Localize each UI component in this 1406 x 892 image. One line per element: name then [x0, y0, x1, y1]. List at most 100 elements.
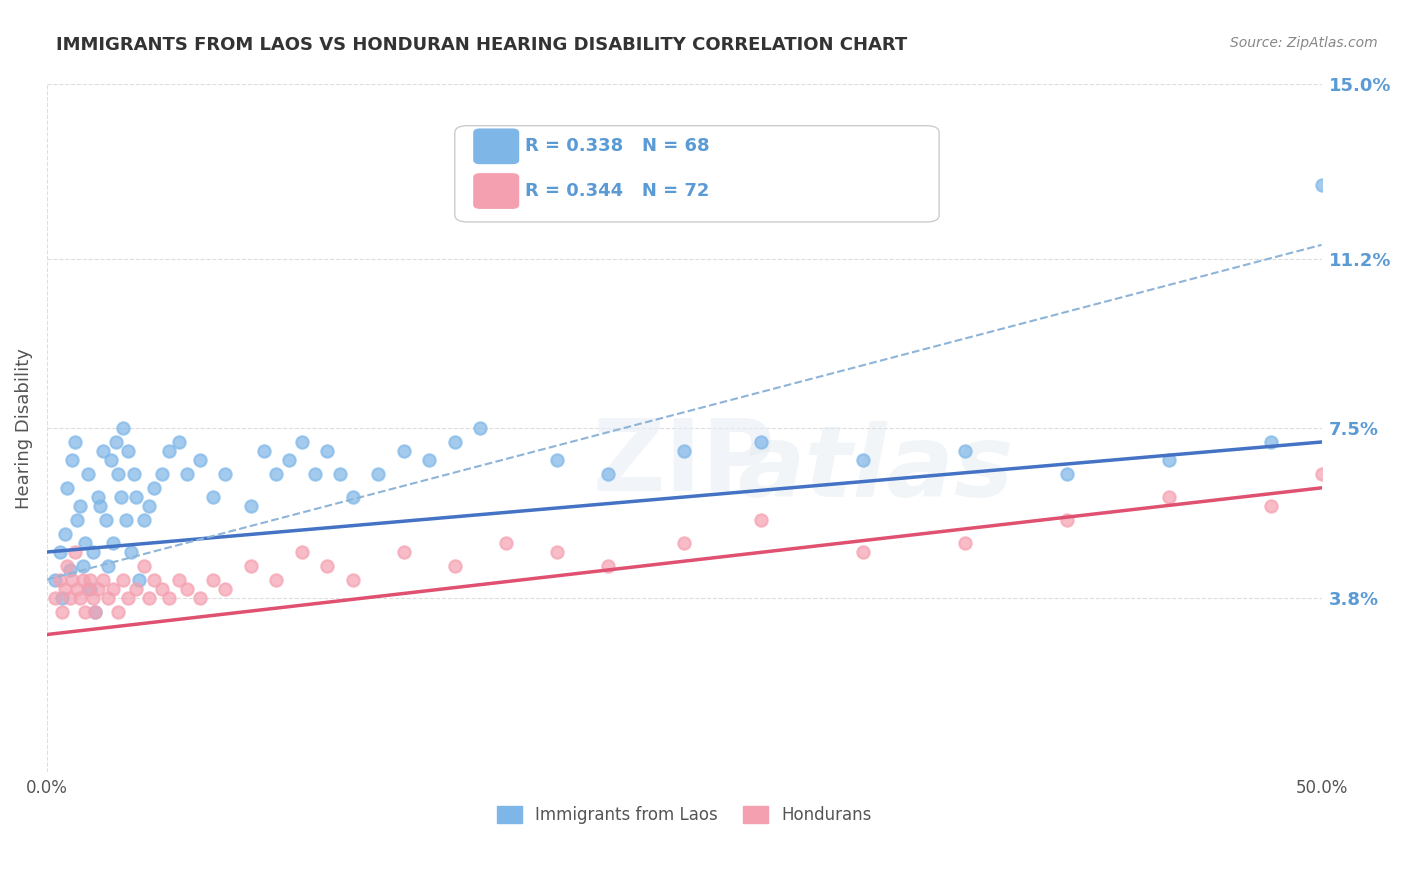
- Point: [214, 582, 236, 596]
- Point: [176, 582, 198, 596]
- Point: [91, 573, 114, 587]
- Point: [104, 435, 127, 450]
- Point: [252, 444, 274, 458]
- Point: [673, 444, 696, 458]
- FancyBboxPatch shape: [454, 126, 939, 222]
- Point: [110, 490, 132, 504]
- Point: [143, 573, 166, 587]
- Point: [1336, 421, 1358, 435]
- Text: R = 0.338   N = 68: R = 0.338 N = 68: [524, 137, 710, 155]
- Point: [201, 573, 224, 587]
- Point: [1260, 499, 1282, 513]
- Point: [596, 558, 619, 573]
- Point: [749, 513, 772, 527]
- Point: [291, 435, 314, 450]
- Text: ZIP: ZIP: [593, 414, 776, 511]
- Point: [157, 444, 180, 458]
- Point: [72, 558, 94, 573]
- Point: [53, 582, 76, 596]
- Point: [82, 591, 104, 605]
- Point: [125, 490, 148, 504]
- Point: [143, 481, 166, 495]
- Point: [44, 591, 66, 605]
- Y-axis label: Hearing Disability: Hearing Disability: [15, 348, 32, 508]
- Point: [48, 545, 70, 559]
- Point: [48, 573, 70, 587]
- Point: [266, 467, 288, 481]
- Point: [1056, 467, 1078, 481]
- Point: [443, 558, 465, 573]
- Legend: Immigrants from Laos, Hondurans: Immigrants from Laos, Hondurans: [488, 797, 880, 832]
- Point: [56, 481, 79, 495]
- Point: [132, 513, 155, 527]
- Point: [316, 444, 339, 458]
- Point: [1361, 490, 1384, 504]
- Point: [72, 573, 94, 587]
- Point: [59, 591, 82, 605]
- Point: [188, 591, 211, 605]
- FancyBboxPatch shape: [474, 174, 519, 208]
- FancyBboxPatch shape: [474, 129, 519, 163]
- Point: [56, 558, 79, 573]
- Point: [69, 591, 91, 605]
- Point: [132, 558, 155, 573]
- Point: [84, 605, 107, 619]
- Point: [69, 499, 91, 513]
- Point: [87, 490, 110, 504]
- Point: [112, 421, 135, 435]
- Point: [239, 499, 262, 513]
- Point: [59, 563, 82, 577]
- Point: [138, 591, 160, 605]
- Point: [749, 435, 772, 450]
- Point: [367, 467, 389, 481]
- Point: [169, 435, 191, 450]
- Point: [101, 582, 124, 596]
- Point: [120, 545, 142, 559]
- Point: [1157, 453, 1180, 467]
- Point: [304, 467, 326, 481]
- Point: [392, 444, 415, 458]
- Point: [82, 545, 104, 559]
- Point: [76, 467, 98, 481]
- Point: [117, 591, 139, 605]
- Point: [51, 605, 73, 619]
- Point: [97, 591, 120, 605]
- Point: [596, 467, 619, 481]
- Point: [63, 435, 86, 450]
- Text: IMMIGRANTS FROM LAOS VS HONDURAN HEARING DISABILITY CORRELATION CHART: IMMIGRANTS FROM LAOS VS HONDURAN HEARING…: [56, 36, 907, 54]
- Point: [91, 444, 114, 458]
- Point: [214, 467, 236, 481]
- Point: [157, 591, 180, 605]
- Point: [75, 536, 97, 550]
- Point: [329, 467, 352, 481]
- Point: [60, 573, 83, 587]
- Point: [673, 536, 696, 550]
- Point: [278, 453, 301, 467]
- Point: [97, 558, 120, 573]
- Point: [443, 435, 465, 450]
- Point: [291, 545, 314, 559]
- Point: [316, 558, 339, 573]
- Point: [112, 573, 135, 587]
- Point: [66, 513, 89, 527]
- Point: [1056, 513, 1078, 527]
- Point: [76, 582, 98, 596]
- Point: [953, 536, 976, 550]
- Text: Source: ZipAtlas.com: Source: ZipAtlas.com: [1230, 36, 1378, 50]
- Point: [495, 536, 517, 550]
- Point: [107, 467, 129, 481]
- Point: [89, 499, 111, 513]
- Point: [84, 605, 107, 619]
- Point: [107, 605, 129, 619]
- Point: [188, 453, 211, 467]
- Point: [169, 573, 191, 587]
- Text: R = 0.344   N = 72: R = 0.344 N = 72: [524, 182, 709, 200]
- Point: [66, 582, 89, 596]
- Point: [115, 513, 138, 527]
- Point: [392, 545, 415, 559]
- Point: [101, 536, 124, 550]
- Point: [60, 453, 83, 467]
- Point: [852, 545, 875, 559]
- Point: [953, 444, 976, 458]
- Point: [546, 453, 568, 467]
